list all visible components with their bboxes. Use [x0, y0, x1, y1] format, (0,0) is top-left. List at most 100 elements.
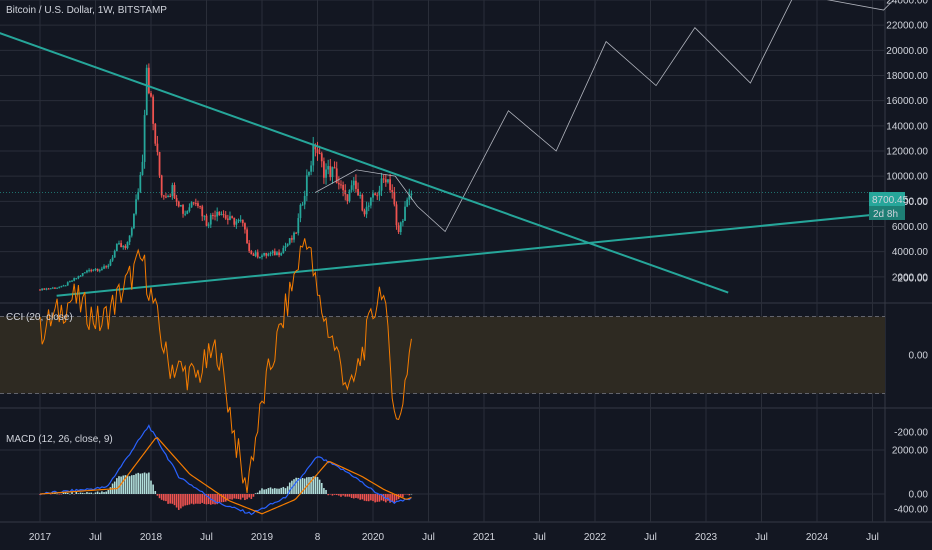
candle-body[interactable]	[120, 243, 123, 248]
candle-body[interactable]	[66, 282, 69, 286]
cci-line[interactable]	[39, 238, 412, 494]
candle-body[interactable]	[182, 205, 184, 214]
candle-body[interactable]	[68, 281, 71, 283]
candle-body[interactable]	[250, 251, 253, 255]
candle-body[interactable]	[235, 221, 238, 225]
candle-body[interactable]	[391, 190, 394, 193]
candle-body[interactable]	[73, 278, 76, 281]
candle-body[interactable]	[62, 285, 65, 287]
candle-body[interactable]	[401, 220, 404, 223]
candle-body[interactable]	[98, 269, 101, 271]
candle-body[interactable]	[280, 253, 283, 256]
candle-body[interactable]	[246, 229, 248, 244]
candle-body[interactable]	[288, 238, 291, 244]
candle-body[interactable]	[310, 165, 312, 172]
candle-body[interactable]	[237, 219, 240, 222]
candle-body[interactable]	[212, 215, 214, 217]
candle-body[interactable]	[167, 196, 169, 198]
candle-body[interactable]	[184, 213, 187, 215]
candle-body[interactable]	[399, 222, 402, 233]
signal-line[interactable]	[39, 437, 412, 515]
candle-body[interactable]	[308, 171, 310, 176]
candle-body[interactable]	[51, 287, 54, 289]
candle-body[interactable]	[220, 214, 223, 216]
candle-body[interactable]	[380, 178, 383, 191]
candle-body[interactable]	[160, 175, 163, 196]
candle-body[interactable]	[137, 191, 140, 200]
candle-body[interactable]	[387, 179, 389, 183]
candle-body[interactable]	[384, 179, 387, 183]
candle-body[interactable]	[188, 207, 191, 212]
candle-body[interactable]	[290, 238, 293, 240]
candle-body[interactable]	[376, 195, 379, 197]
candle-body[interactable]	[207, 224, 210, 226]
candle-body[interactable]	[361, 195, 364, 211]
candle-body[interactable]	[107, 265, 110, 268]
candle-body[interactable]	[286, 243, 289, 246]
candle-body[interactable]	[267, 254, 270, 256]
candle-body[interactable]	[265, 252, 268, 256]
ascending-trendline[interactable]	[56, 211, 895, 297]
candle-body[interactable]	[214, 215, 216, 217]
candle-body[interactable]	[359, 195, 362, 197]
candle-body[interactable]	[58, 287, 61, 289]
candle-body[interactable]	[88, 270, 90, 272]
candle-body[interactable]	[254, 252, 257, 256]
candle-body[interactable]	[271, 251, 274, 253]
candle-body[interactable]	[350, 185, 353, 190]
candle-body[interactable]	[369, 197, 372, 206]
candle-body[interactable]	[273, 251, 276, 256]
candle-body[interactable]	[389, 179, 391, 191]
candle-body[interactable]	[109, 260, 112, 266]
candle-body[interactable]	[316, 149, 319, 154]
candle-body[interactable]	[297, 218, 300, 234]
candle-body[interactable]	[346, 194, 349, 202]
candle-body[interactable]	[244, 223, 246, 230]
candle-body[interactable]	[162, 195, 165, 197]
candle-body[interactable]	[194, 203, 197, 205]
candle-body[interactable]	[263, 252, 266, 256]
candle-body[interactable]	[355, 180, 357, 189]
candle-body[interactable]	[101, 268, 103, 270]
candle-body[interactable]	[226, 218, 229, 220]
candle-body[interactable]	[90, 270, 93, 272]
candle-body[interactable]	[408, 195, 411, 200]
candle-body[interactable]	[256, 252, 259, 258]
candle-body[interactable]	[79, 275, 82, 277]
candle-body[interactable]	[365, 206, 368, 215]
candle-body[interactable]	[128, 235, 131, 242]
candle-body[interactable]	[45, 288, 48, 290]
candle-body[interactable]	[222, 214, 225, 216]
candle-body[interactable]	[397, 225, 400, 233]
candle-body[interactable]	[335, 168, 338, 183]
candle-body[interactable]	[303, 195, 306, 205]
candle-body[interactable]	[201, 206, 204, 217]
candle-body[interactable]	[333, 167, 336, 169]
candle-body[interactable]	[282, 247, 285, 254]
candle-body[interactable]	[209, 215, 212, 225]
candle-body[interactable]	[60, 286, 63, 288]
candle-body[interactable]	[352, 180, 355, 186]
candle-body[interactable]	[199, 206, 201, 208]
candle-body[interactable]	[81, 273, 84, 276]
candle-body[interactable]	[173, 185, 176, 199]
candle-body[interactable]	[337, 182, 340, 185]
candle-body[interactable]	[49, 288, 52, 290]
candle-body[interactable]	[293, 232, 295, 240]
projection-path[interactable]	[315, 0, 906, 233]
candle-body[interactable]	[122, 245, 125, 248]
candle-body[interactable]	[325, 169, 327, 178]
candle-body[interactable]	[305, 175, 308, 196]
candle-body[interactable]	[252, 254, 255, 256]
candle-body[interactable]	[41, 288, 44, 291]
candle-body[interactable]	[64, 285, 67, 287]
candle-body[interactable]	[56, 287, 58, 289]
candle-body[interactable]	[312, 144, 315, 166]
descending-trendline[interactable]	[0, 28, 729, 294]
candle-body[interactable]	[96, 268, 99, 271]
candle-body[interactable]	[382, 178, 385, 180]
candle-body[interactable]	[367, 205, 370, 207]
candle-body[interactable]	[169, 196, 172, 198]
candle-body[interactable]	[329, 166, 332, 178]
candle-body[interactable]	[190, 202, 193, 208]
